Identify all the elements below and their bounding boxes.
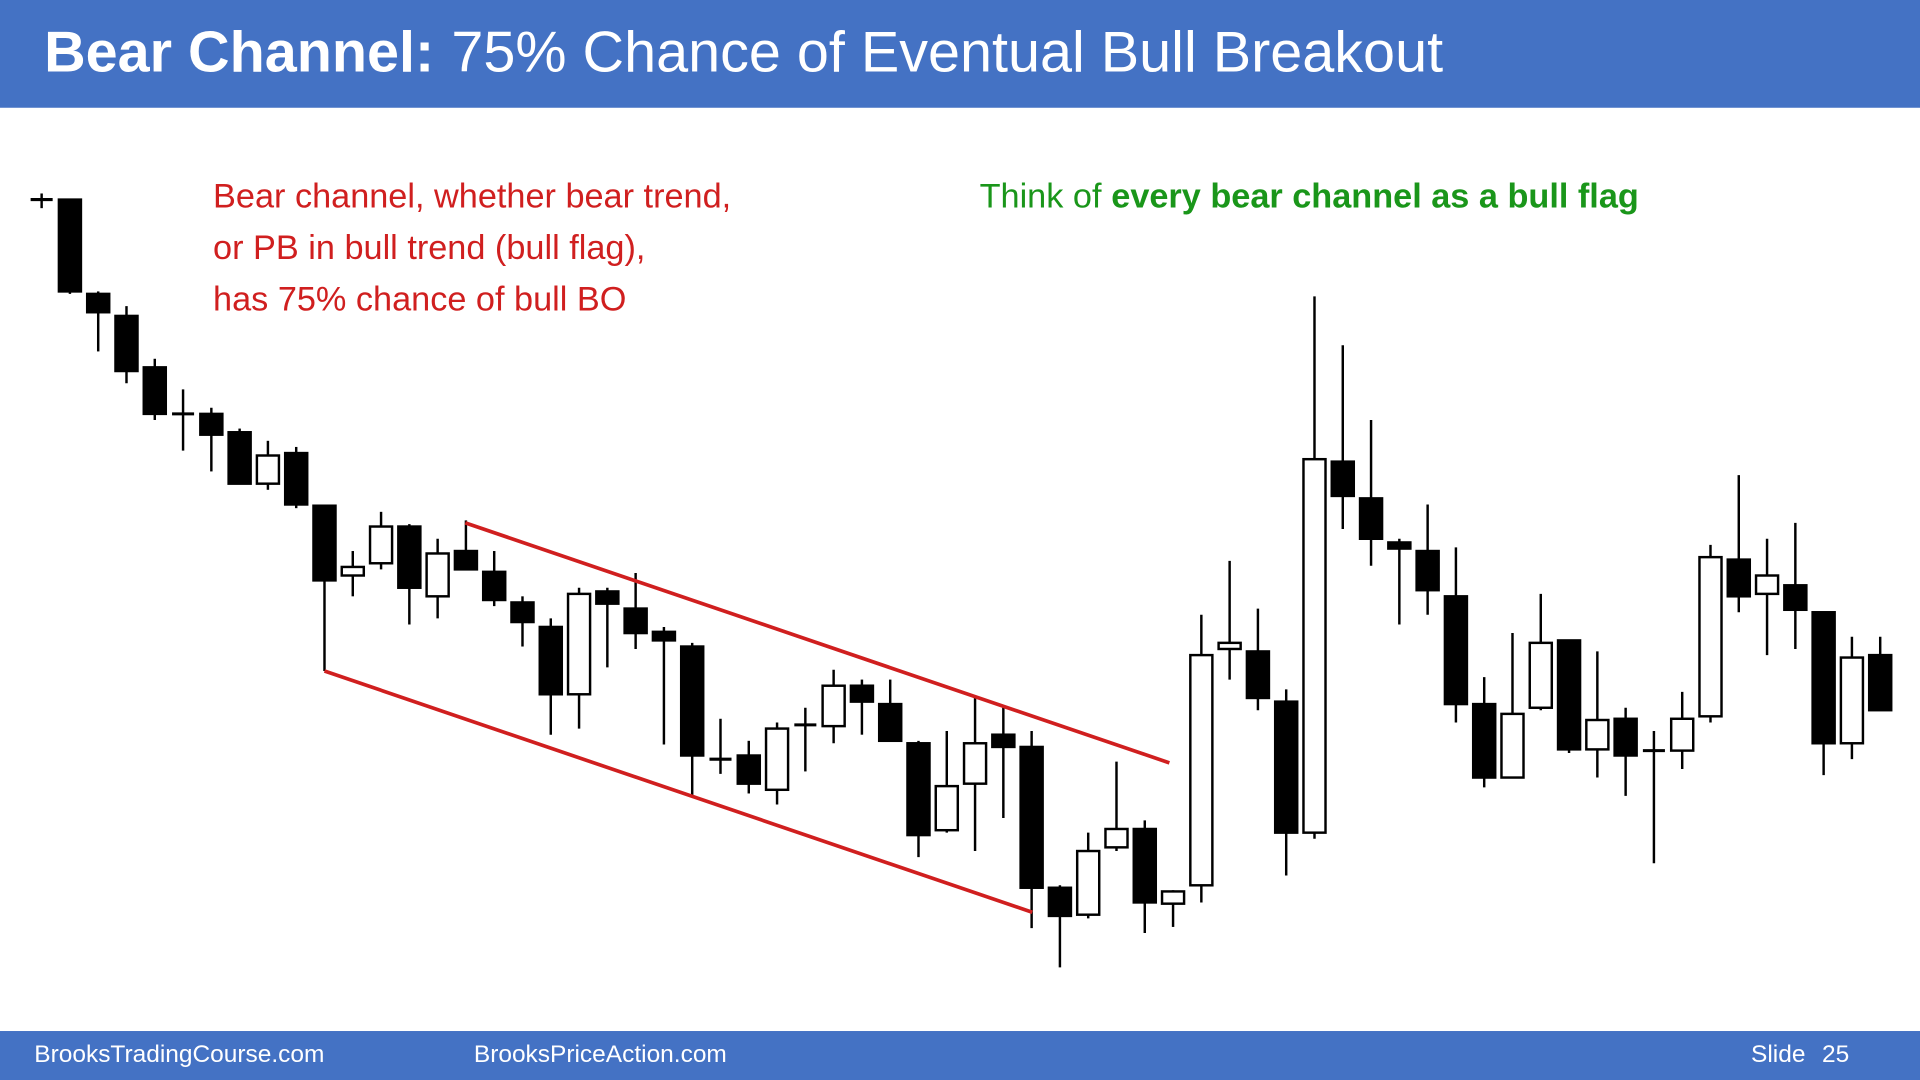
candle-body	[849, 684, 875, 703]
candle-body	[595, 590, 620, 605]
candle-body	[397, 525, 422, 589]
candle-body	[962, 742, 988, 785]
candle-body	[1726, 558, 1752, 598]
footer-bar	[0, 1031, 1920, 1080]
candle-body	[566, 592, 592, 696]
candle-body	[1075, 849, 1101, 916]
candle-body	[991, 733, 1016, 749]
candle-body	[1443, 595, 1469, 706]
slide-number: 25	[1822, 1041, 1849, 1068]
candle-body	[1528, 641, 1554, 709]
candle-body	[1358, 497, 1384, 540]
candle-body	[1783, 584, 1808, 612]
title-bold: Bear Channel:	[44, 21, 434, 85]
channel-line	[323, 669, 1033, 914]
candle-body	[142, 366, 168, 416]
candle-body	[1839, 656, 1865, 745]
candle-body	[1415, 549, 1440, 592]
footer-middle: BrooksPriceAction.com	[474, 1041, 727, 1068]
candle-body	[1132, 827, 1158, 904]
green-lead: Think of	[980, 177, 1102, 215]
green-note: Think of every bear channel as a bull fla…	[980, 177, 1639, 215]
candle-body	[85, 292, 111, 314]
candle-body	[623, 607, 648, 635]
note-line: Bear channel, whether bear trend,	[213, 177, 731, 215]
candle-body	[1245, 650, 1271, 700]
candle-body	[57, 198, 83, 293]
candle-body	[1047, 886, 1073, 918]
slide-title: Bear Channel: 75% Chance of Eventual Bull…	[44, 21, 1443, 85]
candle-body	[1189, 653, 1214, 887]
candle-body	[1698, 555, 1723, 718]
footer-left: BrooksTradingCourse.com	[34, 1041, 324, 1068]
candle-body	[481, 570, 507, 602]
candle-body	[934, 784, 960, 832]
candle-body	[425, 552, 450, 598]
green-bold: every bear channel as a bull flag	[1111, 177, 1639, 215]
slide-label: Slide	[1751, 1041, 1805, 1068]
candle-body	[283, 451, 309, 506]
candle-body	[227, 431, 252, 485]
candle-body	[877, 702, 903, 743]
candle-body	[1556, 639, 1582, 751]
candle-body	[1160, 890, 1186, 905]
candles	[30, 193, 1893, 968]
footer: BrooksTradingCourse.com BrooksPriceActio…	[34, 1041, 1849, 1068]
channel-line	[464, 521, 1170, 765]
note-line: or PB in bull trend (bull flag),	[213, 229, 645, 267]
candle-body	[312, 504, 337, 582]
candle-body	[1387, 541, 1412, 550]
candle-body	[1104, 827, 1129, 849]
candle-body	[1585, 718, 1610, 751]
candle-body	[1330, 460, 1356, 498]
candle-body	[453, 549, 479, 571]
candle-body	[255, 454, 281, 485]
candle-body	[1273, 700, 1299, 834]
red-note: Bear channel, whether bear trend, or PB …	[213, 177, 731, 318]
title-rest: 75% Chance of Eventual Bull Breakout	[451, 21, 1443, 85]
candle-body	[906, 742, 931, 837]
candle-body	[736, 754, 762, 785]
candle-body	[764, 727, 790, 792]
candle-body	[340, 565, 366, 577]
candle-body	[538, 625, 564, 696]
candle-body	[1500, 712, 1525, 779]
candle-body	[679, 645, 705, 757]
candle-body	[1613, 717, 1638, 757]
candle-body	[1867, 653, 1893, 712]
candle-body	[199, 412, 224, 436]
candle-body	[1669, 717, 1695, 752]
candle-body	[651, 630, 677, 642]
candle-body	[1471, 702, 1497, 779]
candle-body	[368, 525, 394, 565]
candle-body	[821, 684, 846, 728]
header-bar	[0, 0, 1920, 108]
note-line: has 75% chance of bull BO	[213, 280, 626, 318]
candle-body	[1217, 641, 1242, 651]
candle-body	[510, 601, 535, 624]
candle-body	[1811, 611, 1836, 745]
candle-body	[1302, 457, 1327, 834]
candle-body	[1019, 745, 1044, 889]
candle-body	[1754, 574, 1780, 596]
candle-body	[114, 314, 139, 373]
